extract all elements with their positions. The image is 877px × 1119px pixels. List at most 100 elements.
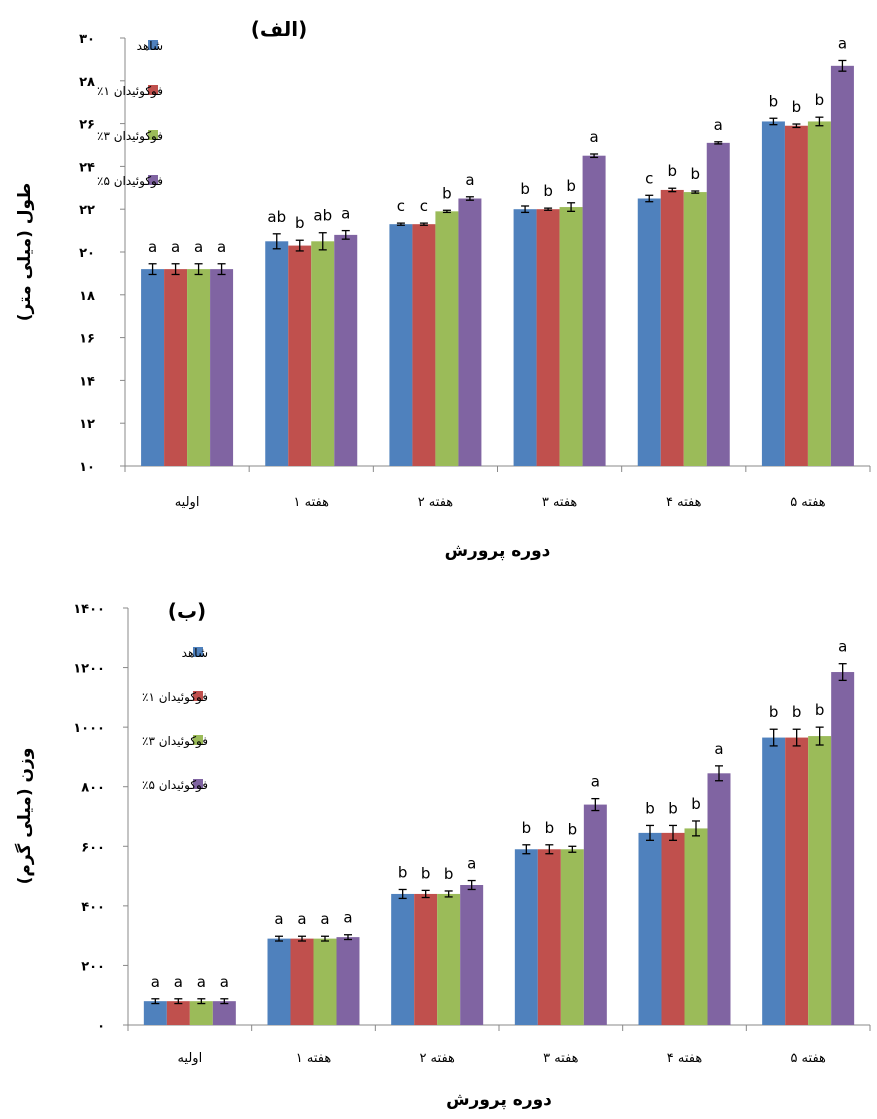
significance-label: a: [194, 238, 203, 256]
y-tick-label: ۱۰۰۰: [73, 721, 105, 736]
significance-label: b: [668, 799, 678, 817]
bar: [164, 269, 188, 466]
bar: [807, 121, 831, 467]
significance-label: a: [174, 973, 183, 991]
significance-label: a: [297, 910, 306, 928]
bar: [661, 832, 685, 1025]
bar: [660, 189, 684, 466]
significance-label: b: [520, 180, 530, 198]
significance-label: a: [714, 116, 723, 134]
bar: [513, 209, 537, 466]
bar: [684, 828, 708, 1025]
y-tick-label: ۴۰۰: [81, 900, 105, 915]
bar: [582, 155, 606, 466]
bar: [189, 1001, 213, 1025]
significance-label: b: [645, 799, 655, 817]
x-tick-label: هفته ۳: [542, 495, 578, 510]
bar: [437, 893, 461, 1025]
significance-label: a: [343, 909, 352, 927]
bar: [683, 192, 707, 466]
bar: [560, 849, 584, 1025]
bar: [761, 121, 785, 467]
legend-swatch: [148, 85, 158, 95]
legend-swatch: [193, 647, 203, 657]
y-axis-title: وزن (میلی گرم): [14, 748, 35, 885]
legend-label: فوکوئیدان ۱٪: [142, 690, 208, 705]
y-tick-label: ۲۸: [79, 75, 95, 90]
x-tick-label: اولیه: [177, 1051, 202, 1066]
bar: [536, 209, 560, 466]
y-tick-label: ۱۲: [79, 417, 95, 432]
bar: [265, 241, 289, 466]
y-tick-label: ۲۴: [79, 160, 95, 175]
x-tick-label: هفته ۴: [666, 495, 702, 510]
y-axis-title: طول (میلی متر): [15, 183, 35, 321]
bar: [583, 804, 607, 1025]
bar: [830, 65, 854, 466]
significance-label: b: [295, 214, 305, 232]
significance-label: a: [838, 638, 847, 656]
y-tick-label: ۰: [97, 1019, 105, 1034]
significance-label: a: [341, 205, 350, 223]
significance-label: b: [442, 184, 452, 202]
significance-label: b: [398, 863, 408, 881]
significance-label: a: [151, 973, 160, 991]
bar: [212, 1001, 236, 1025]
significance-label: c: [397, 197, 405, 215]
significance-label: a: [589, 128, 598, 146]
y-tick-label: ۱۸: [79, 289, 95, 304]
significance-label: a: [220, 973, 229, 991]
significance-label: a: [591, 773, 600, 791]
bar: [143, 1001, 167, 1025]
significance-label: a: [465, 171, 474, 189]
y-tick-label: ۲۰: [79, 246, 95, 261]
bar: [514, 849, 538, 1025]
x-tick-label: هفته ۳: [543, 1051, 579, 1066]
x-tick-label: هفته ۲: [418, 495, 454, 510]
bar: [141, 269, 165, 466]
x-tick-label: هفته ۱: [296, 1051, 332, 1066]
bar: [637, 198, 661, 466]
legend-swatch: [193, 691, 203, 701]
bar: [313, 938, 337, 1025]
significance-label: b: [815, 701, 825, 719]
significance-label: ab: [313, 207, 332, 225]
significance-label: b: [769, 92, 779, 110]
x-tick-label: هفته ۱: [294, 495, 330, 510]
significance-label: a: [148, 238, 157, 256]
bar: [559, 207, 583, 466]
significance-label: b: [421, 864, 431, 882]
x-tick-label: هفته ۵: [790, 1051, 826, 1066]
chart-1: ۰ ۲۰۰ ۴۰۰ ۶۰۰ ۸۰۰ ۱۰۰۰ ۱۲۰۰ ۱۴۰۰ اولیه هفته ۱ هفته…: [14, 599, 871, 1110]
bar: [784, 125, 808, 467]
significance-label: ab: [267, 208, 286, 226]
significance-label: b: [769, 703, 779, 721]
significance-label: b: [566, 177, 576, 195]
y-tick-label: ۱۴۰۰: [73, 602, 105, 617]
legend-swatch: [193, 735, 203, 745]
bar: [537, 849, 561, 1025]
bar: [166, 1001, 190, 1025]
y-tick-label: ۱۲۰۰: [73, 662, 105, 677]
significance-label: b: [691, 795, 701, 813]
bar: [288, 245, 312, 466]
significance-label: b: [545, 819, 555, 837]
significance-label: a: [197, 973, 206, 991]
bar: [460, 885, 484, 1025]
panel-label: (الف): [251, 17, 307, 41]
x-tick-label: هفته ۴: [667, 1051, 703, 1066]
bar: [808, 736, 832, 1025]
y-tick-label: ۸۰۰: [81, 781, 105, 796]
chart-0: ۱۰ ۱۲ ۱۴ ۱۶ ۱۸ ۲۰ ۲۲ ۲۴ ۲۶ ۲۸ ۳۰ اولیه هفته ۱ هفته ۲ ه…: [15, 17, 871, 561]
significance-label: b: [792, 703, 802, 721]
bar: [391, 893, 415, 1025]
significance-label: b: [667, 162, 677, 180]
significance-label: a: [838, 34, 847, 52]
legend-label: فوکوئیدان ۳٪: [97, 129, 163, 144]
bar: [334, 234, 358, 466]
legend-label: شاهد: [182, 646, 208, 660]
significance-label: a: [217, 238, 226, 256]
bar: [706, 142, 730, 467]
bar: [414, 893, 438, 1025]
